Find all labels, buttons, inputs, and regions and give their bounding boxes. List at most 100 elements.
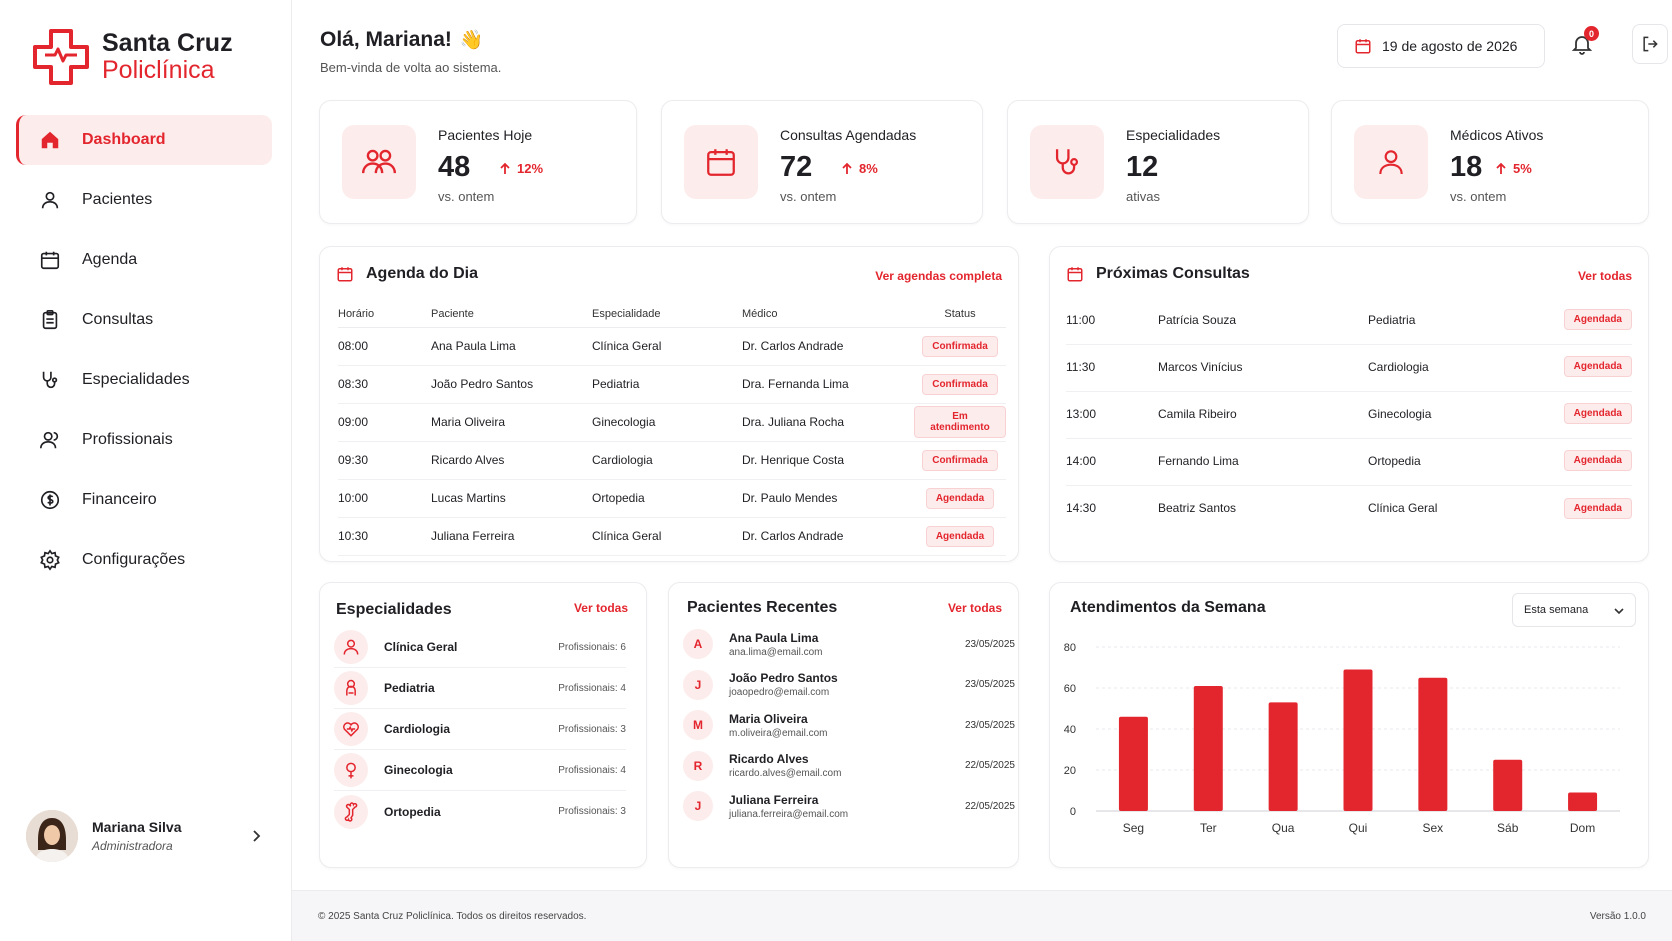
table-row[interactable]: 09:30 Ricardo Alves Cardiologia Dr. Henriqu…	[338, 441, 1006, 480]
list-item[interactable]: 11:00 Patrícia Souza Pediatria Agendada	[1066, 295, 1632, 345]
table-row[interactable]: 10:30 Juliana Ferreira Clínica Geral Dr. Ca…	[338, 517, 1006, 556]
table-cell: Dra. Juliana Rocha	[742, 403, 914, 442]
list-item[interactable]: 14:00 Fernando Lima Ortopedia Agendada	[1066, 436, 1632, 486]
status-badge: Confirmada	[922, 373, 998, 395]
status-cell: Agendada	[914, 479, 1006, 518]
stat-card-pacientes-hoje[interactable]: Pacientes Hoje 48 12% vs. ontem	[319, 100, 637, 224]
logout-button[interactable]	[1632, 24, 1668, 64]
sidebar-item-label: Configurações	[82, 551, 186, 568]
sidebar-item-agenda[interactable]: Agenda	[16, 235, 272, 285]
list-item[interactable]: J João Pedro Santos joaopedro@email.com 23/…	[683, 664, 1015, 706]
bar-sex[interactable]	[1418, 677, 1448, 811]
list-item[interactable]: M Maria Oliveira m.oliveira@email.com 23/05…	[683, 704, 1015, 746]
patient-initial-avatar: J	[683, 791, 713, 821]
table-row[interactable]: 10:00 Lucas Martins Ortopedia Dr. Paulo Men…	[338, 479, 1006, 518]
list-item[interactable]: Ginecologia Profissionais: 4	[334, 750, 626, 791]
brand-logo[interactable]: Santa Cruz Policlínica	[32, 28, 233, 86]
specialty-prof: Profissionais: 4	[558, 682, 626, 694]
consult-time: 11:30	[1066, 359, 1096, 374]
sidebar-item-financeiro[interactable]: Financeiro	[16, 475, 272, 525]
agenda-table: Horário Paciente Especialidade Médico St…	[338, 301, 1006, 556]
card-title: Pacientes Recentes	[687, 599, 838, 616]
patient-email: joaopedro@email.com	[729, 687, 830, 698]
list-item[interactable]: A Ana Paula Lima ana.lima@email.com 23/05/2…	[683, 623, 1015, 665]
stat-card-especialidades[interactable]: Especialidades 12 ativas	[1007, 100, 1309, 224]
list-item[interactable]: 14:30 Beatriz Santos Clínica Geral Agendada	[1066, 483, 1632, 533]
patient-date: 23/05/2025	[964, 638, 1015, 650]
list-item[interactable]: 11:30 Marcos Vinícius Cardiologia Agendada	[1066, 342, 1632, 392]
list-item[interactable]: Cardiologia Profissionais: 3	[334, 709, 626, 750]
specialty-prof: Profissionais: 3	[558, 806, 626, 817]
patient-name: João Pedro Santos	[729, 671, 838, 685]
ver-todas-link[interactable]: Ver todas	[1577, 269, 1632, 283]
col-header: Médico	[742, 301, 914, 328]
list-item[interactable]: J Juliana Ferreira juliana.ferreira@email.…	[683, 785, 1015, 827]
sidebar-item-especialidades[interactable]: Especialidades	[16, 355, 272, 405]
patient-initial-avatar: R	[683, 750, 713, 781]
table-cell: 09:00	[338, 403, 431, 442]
stat-value: 12	[1126, 151, 1159, 183]
specialty-name: Pediatria	[384, 681, 435, 695]
y-tick-label: 20	[1064, 765, 1076, 777]
patient-date: 22/05/2025	[964, 800, 1015, 812]
bar-seg[interactable]	[1118, 716, 1148, 811]
sidebar-item-profissionais[interactable]: Profissionais	[16, 415, 272, 465]
stat-label: Médicos Ativos	[1450, 127, 1544, 143]
y-tick-label: 60	[1064, 683, 1076, 695]
list-item[interactable]: Ortopedia Profissionais: 3	[334, 791, 626, 832]
stat-trend-value: 5%	[1513, 161, 1532, 176]
brand-subname: Policlínica	[102, 56, 215, 84]
table-cell: Dr. Carlos Andrade	[742, 327, 914, 366]
list-item[interactable]: 13:00 Camila Ribeiro Ginecologia Agendada	[1066, 389, 1632, 439]
user-icon	[1354, 125, 1428, 199]
stat-label: Especialidades	[1126, 127, 1221, 143]
notification-count-badge: 0	[1584, 26, 1599, 41]
sidebar-item-consultas[interactable]: Consultas	[16, 295, 272, 345]
ver-todas-link[interactable]: Ver todas	[947, 601, 1002, 615]
table-row[interactable]: 08:30 João Pedro Santos Pediatria Dra. Fern…	[338, 365, 1006, 404]
consult-time: 14:30	[1066, 501, 1097, 515]
stat-card-medicos-ativos[interactable]: Médicos Ativos 18 5% vs. ontem	[1331, 100, 1649, 224]
bar-qui[interactable]	[1343, 669, 1373, 811]
period-select-value: Esta semana	[1524, 604, 1589, 616]
consult-patient: Fernando Lima	[1158, 453, 1239, 468]
bar-dom[interactable]	[1568, 792, 1598, 811]
logout-icon	[1640, 34, 1660, 54]
stat-sub: ativas	[1126, 189, 1160, 204]
patient-name: Juliana Ferreira	[729, 792, 819, 807]
consult-patient: Camila Ribeiro	[1158, 406, 1237, 421]
y-tick-label: 80	[1064, 642, 1076, 654]
bar-sáb[interactable]	[1493, 759, 1523, 811]
table-cell: Clínica Geral	[592, 327, 742, 366]
bar-ter[interactable]	[1193, 685, 1223, 811]
female-icon	[334, 753, 368, 787]
stat-card-consultas-agendadas[interactable]: Consultas Agendadas 72 8% vs. ontem	[661, 100, 983, 224]
list-item[interactable]: Pediatria Profissionais: 4	[334, 668, 626, 709]
sidebar-item-pacientes[interactable]: Pacientes	[16, 175, 272, 225]
stat-trend-value: 12%	[517, 161, 544, 176]
arrow-up-icon	[498, 162, 512, 176]
current-date: 19 de agosto de 2026	[1382, 38, 1518, 54]
x-tick-label: Sex	[1423, 821, 1444, 835]
sidebar-item-dashboard[interactable]: Dashboard	[16, 115, 272, 165]
bar-qua[interactable]	[1268, 702, 1298, 811]
table-cell: Dr. Henrique Costa	[742, 441, 914, 480]
list-item[interactable]: R Ricardo Alves ricardo.alves@email.com 22/…	[683, 745, 1015, 787]
list-item[interactable]: Clínica Geral Profissionais: 6	[334, 627, 626, 668]
period-select[interactable]: Esta semana	[1512, 593, 1636, 627]
main-content: Olá, Mariana! 👋 Bem-vinda de volta ao si…	[292, 0, 1672, 941]
consult-specialty: Ortopedia	[1368, 453, 1421, 468]
sidebar-item-configuracoes[interactable]: Configurações	[16, 535, 272, 585]
specialty-prof: Profissionais: 4	[558, 764, 626, 776]
ver-todas-link[interactable]: Ver todas	[573, 601, 628, 615]
ver-agendas-link[interactable]: Ver agendas completa	[875, 269, 1002, 283]
status-badge: Confirmada	[922, 335, 998, 357]
notifications-button[interactable]: 0	[1570, 26, 1599, 58]
user-profile[interactable]: Mariana Silva Administradora	[26, 810, 266, 862]
table-cell: Maria Oliveira	[431, 403, 592, 442]
chevron-right-icon[interactable]	[246, 826, 266, 846]
table-row[interactable]: 08:00 Ana Paula Lima Clínica Geral Dr. Carl…	[338, 327, 1006, 366]
date-picker[interactable]: 19 de agosto de 2026	[1337, 24, 1545, 68]
consult-patient: Beatriz Santos	[1158, 501, 1237, 515]
table-row[interactable]: 09:00 Maria Oliveira Ginecologia Dra. Julia…	[338, 403, 1006, 442]
